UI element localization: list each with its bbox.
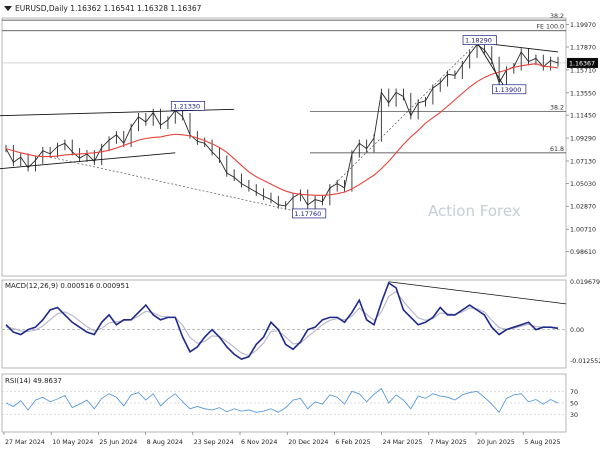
macd-panel: 0.019679 0.00 -0.012552 bbox=[1, 279, 600, 369]
price-y-tick-label: 1.15710 bbox=[570, 67, 596, 74]
x-tick-label: 20 Dec 2024 bbox=[288, 439, 328, 446]
x-tick-label: 8 Aug 2024 bbox=[147, 439, 183, 446]
dashed-rally-trendline bbox=[329, 42, 478, 190]
rsi-y-tick-label: 30 bbox=[570, 412, 578, 419]
rsi-line bbox=[5, 387, 559, 413]
symbol-header: EURUSD,Daily 1.16362 1.16541 1.16328 1.1… bbox=[15, 4, 202, 13]
macd-y-tick-label: 0.00 bbox=[570, 327, 584, 334]
annotation-low-2: 1.13900 bbox=[494, 86, 521, 94]
macd-signal-line bbox=[5, 290, 559, 357]
x-tick-label: 20 Jun 2025 bbox=[477, 439, 515, 446]
dashed-support-trendline bbox=[50, 156, 316, 216]
price-y-tick-label: 1.17870 bbox=[570, 44, 596, 51]
x-tick-label: 24 Mar 2025 bbox=[383, 439, 423, 446]
macd-y-tick-label: 0.019679 bbox=[570, 279, 600, 286]
x-tick-label: 7 May 2025 bbox=[430, 439, 467, 446]
triangle-lower-trendline bbox=[476, 42, 507, 91]
price-y-tick-label: 1.11450 bbox=[570, 113, 596, 120]
price-y-tick-label: 1.02870 bbox=[570, 204, 596, 211]
price-y-tick-label: 1.09290 bbox=[570, 136, 596, 143]
price-y-tick-label: 0.98610 bbox=[570, 249, 596, 256]
symbol-dropdown-icon[interactable] bbox=[4, 6, 12, 11]
lower-channel-trendline bbox=[0, 152, 176, 170]
price-line bbox=[5, 43, 559, 207]
rsi-y-tick-label: 50 bbox=[570, 401, 578, 408]
annotation-low-2-box bbox=[492, 84, 527, 95]
price-y-tick-label: 1.00710 bbox=[570, 227, 596, 234]
annotation-high-2-box bbox=[462, 35, 497, 45]
x-tick-label: 27 Mar 2024 bbox=[5, 439, 45, 446]
x-tick-label: 10 May 2024 bbox=[52, 439, 93, 446]
macd-divergence-trendline bbox=[388, 281, 567, 305]
x-tick-label: 23 Sep 2024 bbox=[194, 439, 234, 446]
rsi-panel: 70 50 30 bbox=[1, 373, 578, 433]
macd-label: MACD(12,26,9) 0.000516 0.000951 bbox=[5, 282, 129, 290]
rsi-y-tick-label: 70 bbox=[570, 389, 578, 396]
fib-level-label: 38.2 bbox=[550, 13, 564, 20]
annotation-low-1-box bbox=[292, 208, 327, 219]
annotation-high-1: 1.21330 bbox=[173, 102, 200, 110]
x-tick-label: 25 Jun 2024 bbox=[99, 439, 137, 446]
price-y-tick-label: 1.07130 bbox=[570, 159, 596, 166]
fib-level-label: 61.8 bbox=[550, 146, 564, 153]
fib-level-label: 38.2 bbox=[550, 104, 564, 111]
macd-y-tick-label: -0.012552 bbox=[570, 358, 600, 365]
price-y-tick-label: 1.05030 bbox=[570, 181, 596, 188]
price-panel: 1.19970 1.17870 1.15710 1.13550 1.11450 1.092… bbox=[0, 13, 598, 277]
watermark-text: Action Forex bbox=[428, 202, 521, 220]
price-y-tick-label: 1.13550 bbox=[570, 90, 596, 97]
rsi-label: RSI(14) 49.8637 bbox=[5, 377, 62, 385]
macd-panel-frame bbox=[1, 279, 567, 369]
annotation-high-1-box bbox=[170, 101, 206, 111]
annotation-low-1: 1.17760 bbox=[294, 210, 321, 218]
annotation-high-2: 1.18290 bbox=[465, 37, 492, 45]
current-price-label: 1.16367 bbox=[569, 60, 595, 67]
fib-level-label: FE 100.0 bbox=[536, 24, 564, 31]
current-price-tag bbox=[567, 57, 598, 68]
x-tick-label: 6 Nov 2024 bbox=[241, 439, 277, 446]
x-tick-label: 5 Aug 2025 bbox=[524, 439, 560, 446]
price-y-tick-label: 1.19970 bbox=[570, 22, 596, 29]
macd-line bbox=[5, 281, 559, 361]
price-panel-frame bbox=[1, 17, 567, 277]
x-axis: 27 Mar 2024 10 May 2024 25 Jun 2024 8 Aug 2… bbox=[3, 432, 561, 446]
moving-average-line bbox=[5, 63, 559, 196]
x-tick-label: 6 Feb 2025 bbox=[335, 439, 370, 446]
